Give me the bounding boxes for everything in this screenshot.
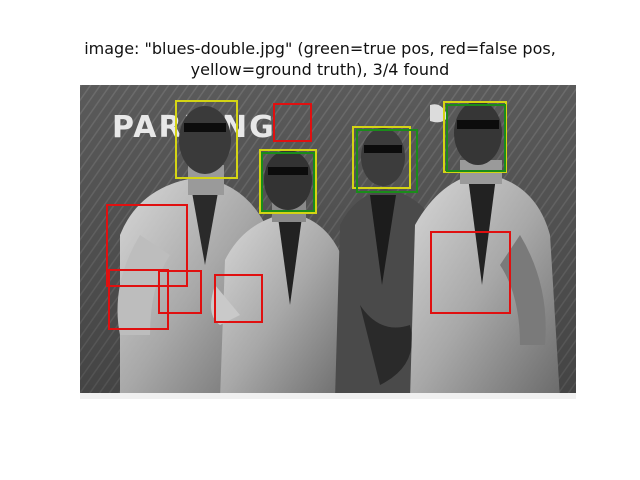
false-positive-box-1 <box>273 103 312 142</box>
title-line-1: image: "blues-double.jpg" (green=true po… <box>84 39 556 58</box>
false-positive-box-2 <box>106 204 188 287</box>
false-positive-box-5 <box>214 274 263 323</box>
ground-truth-box-3 <box>352 126 411 189</box>
photo-image: PARKING <box>80 85 576 399</box>
person-2 <box>211 150 348 399</box>
false-positive-box-6 <box>430 231 511 314</box>
ground-truth-box-2 <box>259 149 317 214</box>
figure-title: image: "blues-double.jpg" (green=true po… <box>0 38 640 80</box>
person-4 <box>410 101 560 399</box>
true-positive-box-1 <box>261 152 315 212</box>
photo-canvas: PARKING <box>80 85 576 399</box>
ground-truth-box-1 <box>175 100 238 179</box>
title-line-2: yellow=ground truth), 3/4 found <box>190 60 450 79</box>
true-positive-box-2 <box>356 129 418 193</box>
false-positive-box-4 <box>158 270 202 314</box>
true-positive-box-3 <box>446 104 506 172</box>
false-positive-box-3 <box>108 269 169 330</box>
